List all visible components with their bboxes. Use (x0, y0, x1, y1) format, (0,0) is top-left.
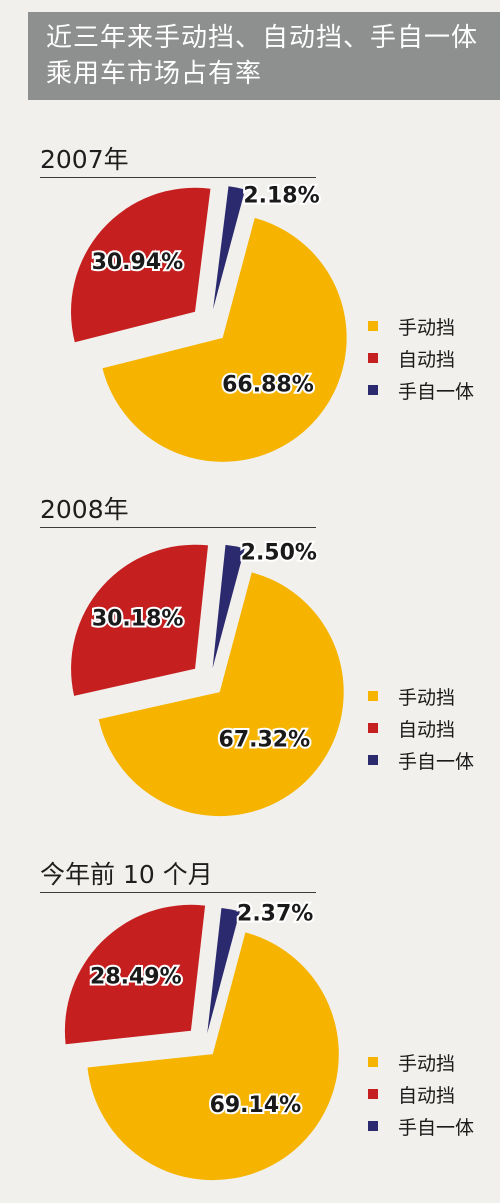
legend-item-manual: 手动挡 (368, 310, 474, 342)
legend-swatch-tiptronic (368, 1121, 378, 1131)
legend-item-tiptronic: 手自一体 (368, 744, 474, 776)
slice-auto (71, 544, 209, 696)
chart-legend: 手动挡 自动挡 手自一体 (368, 310, 474, 406)
legend-swatch-auto (368, 1089, 378, 1099)
page-title: 近三年来手动挡、自动挡、手自一体 乘用车市场占有率 (46, 20, 486, 92)
legend-label: 手自一体 (398, 1116, 475, 1139)
legend-label: 自动挡 (398, 348, 456, 371)
header-band (28, 12, 500, 100)
slice-label-tiptronic: 2.50% (241, 540, 317, 565)
legend-swatch-auto (368, 353, 378, 363)
legend-swatch-manual (368, 691, 378, 701)
legend-item-tiptronic: 手自一体 (368, 374, 474, 406)
legend-label: 手动挡 (398, 316, 456, 339)
slice-tiptronic (212, 544, 245, 669)
slice-tiptronic (213, 186, 246, 310)
slice-label-manual: 69.14% (210, 1093, 302, 1118)
legend-item-manual: 手动挡 (368, 1046, 474, 1078)
legend-item-tiptronic: 手自一体 (368, 1110, 474, 1142)
page-title-line1: 近三年来手动挡、自动挡、手自一体 (46, 23, 479, 53)
slice-manual (98, 572, 344, 817)
title-divider (40, 527, 316, 528)
slice-label-manual: 67.32% (219, 728, 311, 753)
slice-auto (64, 904, 206, 1045)
slice-manual (102, 218, 347, 462)
legend-swatch-manual (368, 1057, 378, 1067)
chart-legend: 手动挡 自动挡 手自一体 (368, 680, 474, 776)
pie-chart: 69.14% 28.49% 2.37% (64, 899, 339, 1181)
chart-title: 2007年 (40, 145, 129, 174)
legend-label: 自动挡 (398, 1084, 456, 1107)
chart-first-10-months: 今年前 10 个月 69.14% 28.49% 2.37% 手动挡 自动挡 手自一体 (0, 860, 500, 1190)
legend-item-auto: 自动挡 (368, 342, 474, 374)
legend-label: 手自一体 (398, 750, 475, 773)
slice-label-tiptronic: 2.37% (237, 901, 313, 926)
slice-label-auto: 28.49% (90, 964, 182, 989)
pie-chart: 66.88% 30.94% 2.18% (71, 182, 347, 462)
legend-swatch-tiptronic (368, 385, 378, 395)
legend-label: 手自一体 (398, 380, 475, 403)
title-divider (40, 892, 316, 893)
slice-manual (87, 932, 339, 1181)
chart-legend: 手动挡 自动挡 手自一体 (368, 1046, 474, 1142)
legend-swatch-tiptronic (368, 755, 378, 765)
chart-2007: 2007年 66.88% 30.94% 2.18% 手动挡 自动挡 手自一体 (0, 145, 500, 475)
slice-auto (71, 187, 211, 343)
legend-swatch-manual (368, 321, 378, 331)
slice-tiptronic (207, 908, 240, 1034)
legend-item-manual: 手动挡 (368, 680, 474, 712)
chart-title: 今年前 10 个月 (40, 860, 213, 889)
legend-item-auto: 自动挡 (368, 712, 474, 744)
legend-label: 手动挡 (398, 1052, 456, 1075)
legend-label: 自动挡 (398, 718, 456, 741)
legend-label: 手动挡 (398, 686, 456, 709)
legend-item-auto: 自动挡 (368, 1078, 474, 1110)
title-divider (40, 177, 316, 178)
slice-label-tiptronic: 2.18% (243, 184, 319, 209)
slice-label-auto: 30.94% (92, 250, 184, 275)
slice-label-auto: 30.18% (92, 607, 184, 632)
chart-title: 2008年 (40, 495, 129, 524)
page-title-line2: 乘用车市场占有率 (46, 59, 263, 89)
chart-2008: 2008年 67.32% 30.18% 2.50% 手动挡 自动挡 手自一体 (0, 495, 500, 825)
legend-swatch-auto (368, 723, 378, 733)
pie-chart: 67.32% 30.18% 2.50% (71, 538, 344, 817)
slice-label-manual: 66.88% (222, 373, 314, 398)
